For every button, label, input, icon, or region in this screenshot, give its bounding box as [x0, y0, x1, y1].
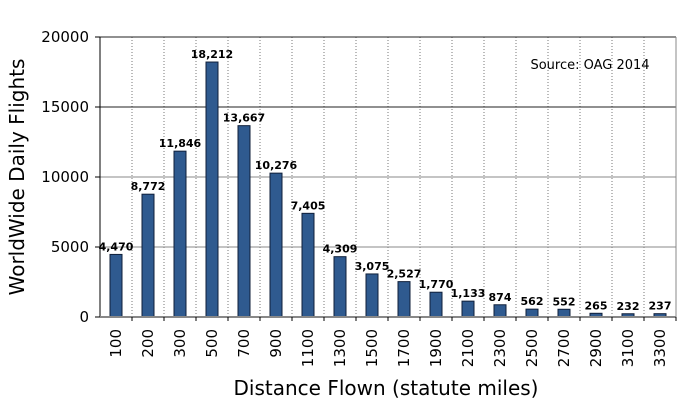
bar: [365, 273, 379, 318]
x-tick-label: 300: [171, 329, 189, 358]
source-annotation: Source: OAG 2014: [530, 58, 649, 73]
bar: [557, 308, 571, 318]
x-tick-label: 2100: [459, 329, 477, 367]
data-label: 10,276: [255, 159, 298, 172]
data-label: 265: [585, 299, 608, 312]
x-tick-label: 1500: [363, 329, 381, 367]
y-tick-label: 0: [79, 308, 89, 326]
y-axis: 0 5000 10000 15000 20000: [41, 28, 101, 326]
y-tick-label: 15000: [41, 98, 89, 116]
grid-lines: [100, 36, 677, 317]
x-tick-label: 2700: [555, 329, 573, 367]
data-label: 4,470: [99, 240, 134, 253]
data-label: 1,133: [451, 287, 486, 300]
x-tick-label: 900: [267, 329, 285, 358]
x-tick-label: 1100: [299, 329, 317, 367]
y-tick-label: 10000: [41, 168, 89, 186]
x-tick-label: 500: [203, 329, 221, 358]
y-tick-label: 20000: [41, 28, 89, 46]
bar: [493, 304, 507, 318]
data-label: 237: [649, 300, 672, 313]
data-label: 2,527: [387, 268, 422, 281]
x-tick-label: 100: [107, 329, 125, 358]
bar: [525, 308, 539, 318]
data-labels: 4,470 8,772 11,846 18,212 13,667 10,276 7,405 4…: [99, 48, 672, 313]
x-tick-label: 700: [235, 329, 253, 358]
x-tick-label: 2500: [523, 329, 541, 367]
x-tick-label: 2300: [491, 329, 509, 367]
data-label: 7,405: [291, 199, 326, 212]
data-label: 4,309: [323, 243, 358, 256]
x-tick-label: 1900: [427, 329, 445, 367]
bar: [301, 212, 315, 318]
data-label: 8,772: [131, 180, 166, 193]
bar: [429, 291, 443, 318]
bar: [173, 150, 187, 318]
bar: [397, 281, 411, 318]
x-axis: 100 200 300 500 700 900 1100 1300 1500 1700 1900 21…: [100, 316, 677, 367]
bar: [333, 256, 347, 318]
bar: [269, 172, 283, 318]
data-label: 1,770: [419, 278, 454, 291]
data-label: 232: [617, 300, 640, 313]
x-tick-label: 3300: [651, 329, 669, 367]
data-label: 13,667: [223, 112, 265, 125]
x-axis-title: Distance Flown (statute miles): [234, 376, 539, 400]
x-tick-label: 3100: [619, 329, 637, 367]
data-label: 552: [553, 295, 576, 308]
data-label: 18,212: [191, 48, 233, 61]
bar: [109, 253, 123, 318]
y-tick-label: 5000: [51, 238, 89, 256]
x-tick-label: 1300: [331, 329, 349, 367]
bar: [237, 125, 251, 318]
x-tick-label: 1700: [395, 329, 413, 367]
x-tick-label: 200: [139, 329, 157, 358]
bar: [461, 300, 475, 318]
bar: [141, 193, 155, 318]
data-label: 11,846: [159, 137, 202, 150]
data-label: 3,075: [355, 260, 390, 273]
data-label: 562: [521, 295, 544, 308]
x-tick-label: 2900: [587, 329, 605, 367]
bar: [205, 61, 219, 318]
y-axis-title: WorldWide Daily Flights: [5, 59, 29, 296]
data-label: 874: [489, 291, 512, 304]
